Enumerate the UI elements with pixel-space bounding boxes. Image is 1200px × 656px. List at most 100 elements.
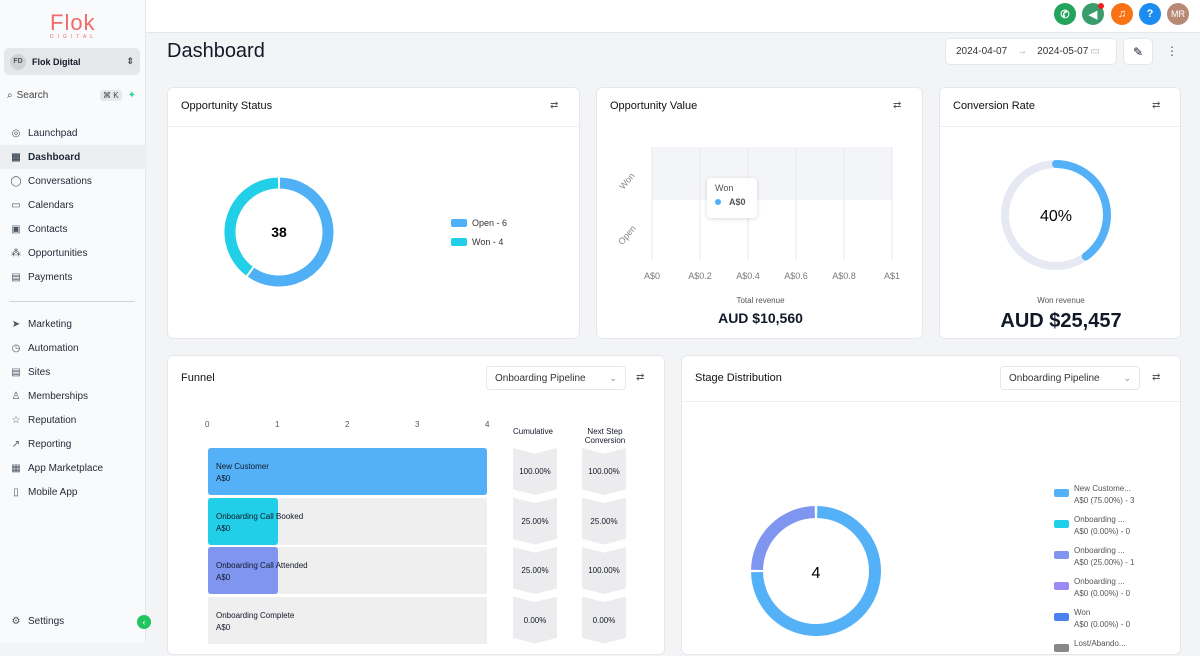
tooltip: Won A$0 xyxy=(707,178,757,218)
legend-item-won[interactable]: Won - 4 xyxy=(451,237,503,247)
date-range-picker[interactable]: 2024-04-07 → 2024-05-07 ▭ xyxy=(945,38,1117,65)
opportunity-value-card: Opportunity Value ⇄ A$0 A$0.2 A$0.4 A$0.6 A$… xyxy=(596,87,923,339)
filter-icon[interactable]: ⇄ xyxy=(550,100,559,111)
pipeline-select[interactable]: Onboarding Pipeline ⌄ xyxy=(1000,366,1140,390)
stage-slice-2[interactable] xyxy=(751,506,816,571)
tooltip-dot xyxy=(715,199,721,205)
pipeline-select[interactable]: Onboarding Pipeline ⌄ xyxy=(486,366,626,390)
card-title: Opportunity Status xyxy=(181,100,273,112)
sidebar-item-payments[interactable]: ▤ Payments xyxy=(0,265,146,289)
sidebar-item-mobile-app[interactable]: ▯ Mobile App xyxy=(0,480,146,504)
funnel-bar[interactable] xyxy=(208,547,278,594)
card-title: Funnel xyxy=(181,372,215,384)
user-avatar[interactable]: MR xyxy=(1167,3,1189,25)
calendar-icon: ▭ xyxy=(11,199,21,211)
filter-icon[interactable]: ⇄ xyxy=(636,372,645,383)
more-options-icon[interactable]: ⋮ xyxy=(1166,44,1178,58)
sidebar-item-opportunities[interactable]: ⁂ Opportunities xyxy=(0,241,146,265)
filter-icon[interactable]: ⇄ xyxy=(1152,372,1161,383)
sidebar-item-label: Settings xyxy=(28,615,65,627)
send-icon: ➤ xyxy=(11,318,21,330)
x-tick-label: A$0 xyxy=(644,271,660,281)
logo-subtext: DIGITAL xyxy=(50,34,98,40)
tooltip-value: A$0 xyxy=(729,197,746,207)
sidebar-item-reputation[interactable]: ☆ Reputation xyxy=(0,408,146,432)
opportunity-status-donut: 38 xyxy=(224,177,334,287)
cumulative-cell: 25.00% xyxy=(513,497,557,545)
funnel-bar[interactable] xyxy=(208,448,487,495)
account-switcher[interactable]: FD Flok Digital ⇕ xyxy=(4,48,140,75)
funnel-stage-name: Onboarding Call Attended xyxy=(216,561,308,570)
collapse-sidebar-button[interactable]: ‹ xyxy=(137,615,151,629)
total-revenue-value: AUD $10,560 xyxy=(718,310,803,326)
sidebar-item-launchpad[interactable]: ◎ Launchpad xyxy=(0,121,146,145)
legend-swatch xyxy=(1054,489,1069,497)
filter-icon[interactable]: ⇄ xyxy=(1152,100,1161,111)
legend-swatch xyxy=(451,219,467,227)
legend-item-open[interactable]: Open - 6 xyxy=(451,218,507,228)
logo[interactable]: Flok DIGITAL xyxy=(50,10,97,40)
legend-name: New Custome... xyxy=(1074,484,1131,493)
sidebar-item-sites[interactable]: ▤ Sites xyxy=(0,360,146,384)
sidebar-item-settings[interactable]: ⚙ Settings xyxy=(0,609,146,633)
total-revenue-label: Total revenue xyxy=(736,296,785,305)
status-slice-1[interactable] xyxy=(224,177,279,276)
funnel-row-bg xyxy=(208,596,487,644)
funnel-card: Funnel Onboarding Pipeline ⌄ ⇄ 0 1 2 3 4 Cumu… xyxy=(167,355,665,655)
edit-dashboard-button[interactable]: ✎ xyxy=(1123,38,1153,65)
legend-item[interactable]: Won A$0 (0.00%) - 0 xyxy=(1054,607,1130,631)
help-icon[interactable]: ? xyxy=(1139,3,1161,25)
sidebar-item-app-marketplace[interactable]: ▦ App Marketplace xyxy=(0,456,146,480)
sidebar-item-calendars[interactable]: ▭ Calendars xyxy=(0,193,146,217)
stage-slice-0[interactable] xyxy=(751,506,881,636)
bell-icon[interactable]: ♫ xyxy=(1111,3,1133,25)
legend-item[interactable]: Onboarding ... A$0 (25.00%) - 1 xyxy=(1054,545,1134,569)
legend-item[interactable]: Onboarding ... A$0 (0.00%) - 0 xyxy=(1054,514,1130,538)
search-label: Search xyxy=(16,90,49,101)
automation-icon: ◷ xyxy=(11,342,21,354)
cumulative-cell: 0.00% xyxy=(513,596,557,644)
y-label-won: Won xyxy=(617,171,636,191)
apps-icon: ▦ xyxy=(11,462,21,474)
legend-detail: A$0 (0.00%) - 0 xyxy=(1074,527,1131,536)
sidebar-item-contacts[interactable]: ▣ Contacts xyxy=(0,217,146,241)
page-title: Dashboard xyxy=(167,40,265,62)
legend-swatch xyxy=(1054,520,1069,528)
funnel-stage-amount: A$0 xyxy=(216,622,231,632)
legend-swatch xyxy=(1054,551,1069,559)
legend-detail: A$0 (75.00%) - 3 xyxy=(1074,496,1135,505)
chevron-down-icon: ⌄ xyxy=(609,372,617,383)
legend-item[interactable]: Onboarding ... A$0 (0.00%) - 0 xyxy=(1054,576,1130,600)
mobile-icon: ▯ xyxy=(13,486,19,498)
pipeline-select-value: Onboarding Pipeline xyxy=(1009,372,1100,384)
sidebar-item-automation[interactable]: ◷ Automation xyxy=(0,336,146,360)
legend-label: Won - 4 xyxy=(472,237,504,247)
chevron-down-icon: ⌄ xyxy=(1123,372,1131,383)
status-slice-0[interactable] xyxy=(247,177,334,287)
launchpad-icon: ◎ xyxy=(11,127,21,139)
next-step-cell: 100.00% xyxy=(582,448,626,495)
legend-name: Onboarding ... xyxy=(1074,546,1125,555)
legend-item[interactable]: Lost/Abando... xyxy=(1054,638,1126,652)
sidebar-item-conversations[interactable]: ◯ Conversations xyxy=(0,169,146,193)
funnel-axis-tick: 4 xyxy=(485,420,490,429)
sidebar-item-label: Memberships xyxy=(28,390,89,402)
legend-swatch xyxy=(1054,644,1069,652)
phone-icon[interactable]: ✆ xyxy=(1054,3,1076,25)
sidebar-item-reporting[interactable]: ↗ Reporting xyxy=(0,432,146,456)
filter-icon[interactable]: ⇄ xyxy=(893,100,902,111)
funnel-bar[interactable] xyxy=(208,497,278,545)
sidebar-item-memberships[interactable]: ♙ Memberships xyxy=(0,384,146,408)
search-button[interactable]: ⌕ Search ⌘ K ✦ xyxy=(4,87,140,104)
sidebar-item-marketing[interactable]: ➤ Marketing xyxy=(0,312,146,336)
pipeline-select-value: Onboarding Pipeline xyxy=(495,372,586,384)
sidebar: Flok DIGITAL FD Flok Digital ⇕ ⌕ Search ⌘ K ✦ … xyxy=(0,0,151,643)
topbar: ✆ ◀ ♫ ? MR xyxy=(146,0,1200,33)
sidebar-item-dashboard[interactable]: ▦ Dashboard xyxy=(0,145,146,169)
funnel-stage-name: Onboarding Call Booked xyxy=(216,511,304,521)
sparkle-icon[interactable]: ✦ xyxy=(127,90,136,101)
megaphone-icon[interactable]: ◀ xyxy=(1082,3,1104,25)
legend-item[interactable]: New Custome... A$0 (75.00%) - 3 xyxy=(1054,483,1134,507)
search-icon: ⌕ xyxy=(7,90,13,101)
funnel-axis-tick: 1 xyxy=(275,420,280,429)
